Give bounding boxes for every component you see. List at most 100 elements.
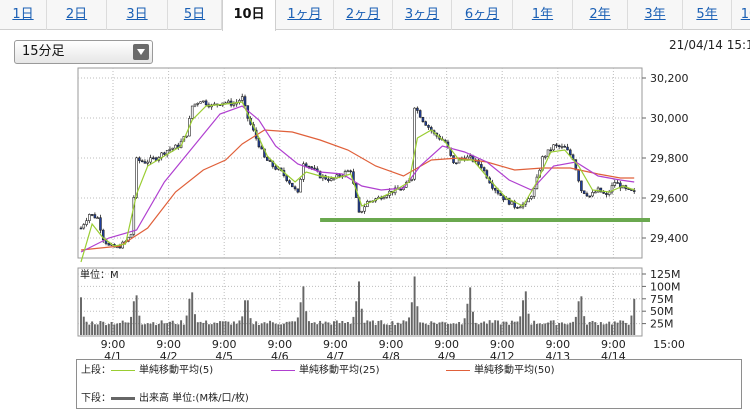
- volume-ytick-label: 50M: [650, 305, 674, 318]
- candle-body: [496, 189, 500, 194]
- tab-5[interactable]: 10日: [222, 0, 276, 31]
- candle-body: [427, 125, 430, 128]
- candle-body: [577, 169, 580, 182]
- tab-6[interactable]: 1ヶ月: [276, 0, 334, 30]
- volume-bar: [157, 323, 160, 335]
- candle-body: [613, 182, 617, 186]
- volume-bar: [202, 322, 205, 335]
- candle-body: [413, 107, 416, 180]
- candle-body: [530, 196, 533, 199]
- volume-bar: [324, 321, 327, 335]
- candle-body: [499, 192, 503, 196]
- candle-body: [410, 178, 414, 181]
- candle-body: [418, 110, 422, 118]
- volume-bar: [444, 322, 447, 335]
- tab-14[interactable]: 10年: [732, 0, 750, 30]
- candle-body: [349, 170, 352, 173]
- volume-bar: [555, 325, 558, 335]
- tab-4[interactable]: 5日: [168, 0, 222, 30]
- x-tick-date: 4/8: [382, 350, 400, 360]
- x-tick-time: 9:00: [267, 338, 292, 351]
- volume-bar: [611, 324, 613, 335]
- volume-bar: [341, 321, 344, 335]
- volume-bar: [552, 320, 555, 335]
- tab-9[interactable]: 6ヶ月: [452, 0, 513, 30]
- candle-body: [299, 179, 302, 193]
- volume-bar: [380, 320, 383, 335]
- interval-dropdown[interactable]: 15分足: [14, 40, 153, 64]
- x-tick-date: 4/12: [490, 350, 515, 360]
- candle-body: [421, 117, 425, 123]
- volume-bar: [597, 324, 600, 335]
- volume-bar: [344, 322, 347, 335]
- volume-bar: [330, 324, 333, 335]
- candle-body: [527, 198, 530, 203]
- tab-1[interactable]: 1日: [0, 0, 47, 30]
- volume-bar: [383, 324, 385, 335]
- volume-bar: [182, 324, 185, 335]
- volume-bar: [163, 323, 166, 335]
- volume-bar: [419, 322, 422, 335]
- legend-swatch-ma50: [446, 369, 470, 371]
- volume-bar: [469, 287, 472, 335]
- candle-body: [507, 197, 511, 205]
- legend-item-ma25: 単純移動平均(25): [271, 363, 380, 379]
- volume-bar: [107, 324, 110, 335]
- volume-bar: [252, 324, 255, 335]
- volume-bar: [274, 323, 277, 335]
- tab-12[interactable]: 3年: [628, 0, 683, 30]
- volume-bar: [613, 321, 616, 335]
- candle-body: [557, 145, 561, 148]
- volume-bar: [246, 300, 249, 335]
- tab-10[interactable]: 1年: [513, 0, 573, 30]
- period-tabs: 1日2日3日5日10日1ヶ月2ヶ月3ヶ月6ヶ月1年2年3年5年10年: [0, 0, 750, 31]
- tab-13[interactable]: 5年: [683, 0, 732, 30]
- tab-3[interactable]: 3日: [107, 0, 168, 30]
- volume-bar: [410, 302, 413, 335]
- volume-bar: [255, 321, 258, 335]
- volume-bar: [424, 323, 427, 335]
- volume-bar: [591, 320, 594, 335]
- volume-bar: [166, 323, 169, 335]
- volume-bar: [327, 322, 330, 335]
- volume-bar: [271, 322, 274, 335]
- volume-bar: [485, 323, 488, 335]
- legend-upper-row: 上段： 単純移動平均(5) 単純移動平均(25) 単純移動平均(50): [81, 363, 731, 379]
- volume-bar: [282, 323, 285, 335]
- volume-bar: [302, 286, 305, 335]
- candle-body: [107, 243, 111, 246]
- candle-body: [338, 174, 341, 177]
- candle-body: [168, 148, 172, 151]
- volume-bar: [196, 322, 199, 335]
- tab-11[interactable]: 2年: [573, 0, 628, 30]
- candle-body: [288, 180, 291, 184]
- volume-bar: [207, 324, 210, 335]
- tab-8[interactable]: 3ヶ月: [393, 0, 452, 30]
- candle-body: [616, 182, 619, 184]
- volume-bar: [472, 311, 474, 335]
- volume-bar: [474, 322, 477, 335]
- tab-7[interactable]: 2ヶ月: [334, 0, 393, 30]
- chevron-down-icon[interactable]: [133, 44, 149, 60]
- volume-bar: [238, 320, 241, 335]
- candle-body: [318, 170, 322, 179]
- volume-bar: [160, 320, 163, 335]
- candle-body: [135, 157, 138, 198]
- x-tick-time: 9:00: [601, 338, 626, 351]
- volume-bar: [96, 324, 99, 335]
- volume-bar: [363, 322, 366, 335]
- candle-body: [485, 170, 489, 179]
- candle-body: [129, 233, 133, 238]
- tab-2[interactable]: 2日: [47, 0, 107, 30]
- volume-bar: [149, 323, 152, 335]
- volume-bar: [602, 324, 605, 335]
- volume-bar: [124, 322, 127, 335]
- volume-bar: [143, 324, 146, 335]
- volume-bar: [513, 321, 516, 335]
- candle-body: [227, 100, 230, 104]
- volume-bar: [449, 323, 452, 335]
- price-ytick-label: 29,600: [650, 192, 689, 205]
- volume-bar: [260, 323, 263, 335]
- x-tick-time: 9:00: [490, 338, 515, 351]
- legend-swatch-ma5: [111, 369, 135, 371]
